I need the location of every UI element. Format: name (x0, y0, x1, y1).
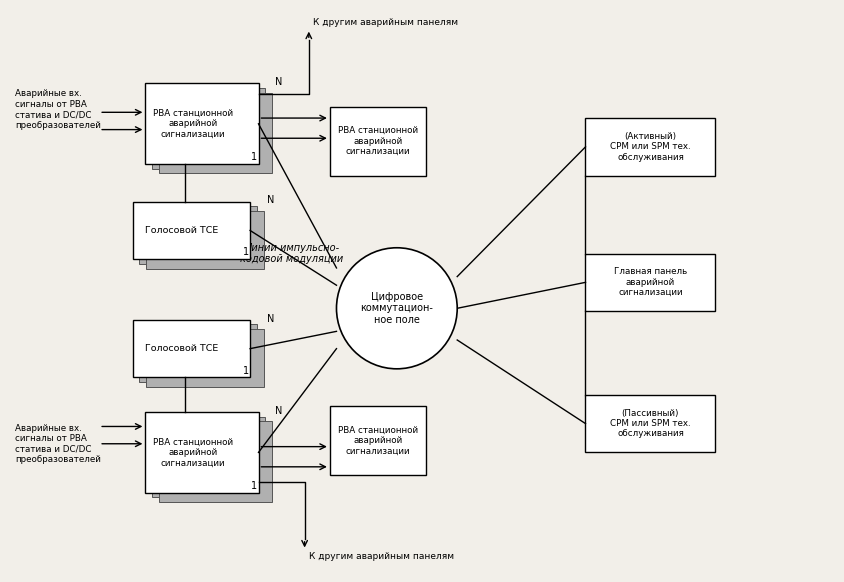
Bar (330, 406, 426, 475)
Text: N: N (275, 77, 282, 87)
Text: Голосовой ТСЕ: Голосовой ТСЕ (145, 344, 219, 353)
Bar (586, 254, 716, 311)
Text: РВА станционной
аварийной
сигнализации: РВА станционной аварийной сигнализации (338, 126, 418, 156)
Bar (152, 88, 265, 169)
Bar (133, 201, 250, 260)
Bar (586, 395, 716, 452)
Text: 1: 1 (252, 481, 257, 491)
Text: РВА станционной
аварийной
сигнализации: РВА станционной аварийной сигнализации (153, 109, 233, 139)
Text: N: N (267, 314, 274, 324)
Text: К другим аварийным панелям: К другим аварийным панелям (313, 19, 458, 27)
Bar (139, 206, 257, 264)
Text: 1: 1 (243, 365, 249, 375)
Bar (145, 83, 258, 164)
Text: 1: 1 (252, 152, 257, 162)
Text: Цифровое
коммутацион-
ное поле: Цифровое коммутацион- ное поле (360, 292, 433, 325)
Text: N: N (267, 196, 274, 205)
Text: РВА станционной
аварийной
сигнализации: РВА станционной аварийной сигнализации (338, 426, 418, 456)
Text: Главная панель
аварийной
сигнализации: Главная панель аварийной сигнализации (614, 268, 687, 297)
Bar (586, 118, 716, 176)
Text: N: N (275, 406, 282, 416)
Bar (139, 324, 257, 382)
Ellipse shape (337, 248, 457, 369)
Bar (159, 93, 272, 173)
Bar (152, 417, 265, 498)
Text: (Активный)
CPM или SPM тех.
обслуживания: (Активный) CPM или SPM тех. обслуживания (610, 132, 690, 162)
Text: Аварийные вх.
сигналы от РВА
статива и DC/DC
преобразователей: Аварийные вх. сигналы от РВА статива и D… (15, 89, 101, 130)
Text: (Пассивный)
CPM или SPM тех.
обслуживания: (Пассивный) CPM или SPM тех. обслуживани… (610, 409, 690, 438)
Text: К другим аварийным панелям: К другим аварийным панелям (309, 552, 454, 560)
Text: РВА станционной
аварийной
сигнализации: РВА станционной аварийной сигнализации (153, 438, 233, 467)
Bar (330, 107, 426, 176)
Bar (133, 320, 250, 378)
Bar (146, 329, 263, 386)
Text: Линии импульсно-
кодовой модуляции: Линии импульсно- кодовой модуляции (241, 243, 344, 264)
Bar (159, 421, 272, 502)
Bar (146, 211, 263, 268)
Bar (145, 412, 258, 493)
Text: Аварийные вх.
сигналы от РВА
статива и DC/DC
преобразователей: Аварийные вх. сигналы от РВА статива и D… (15, 424, 101, 464)
Text: 1: 1 (243, 247, 249, 257)
Text: Голосовой ТСЕ: Голосовой ТСЕ (145, 226, 219, 235)
